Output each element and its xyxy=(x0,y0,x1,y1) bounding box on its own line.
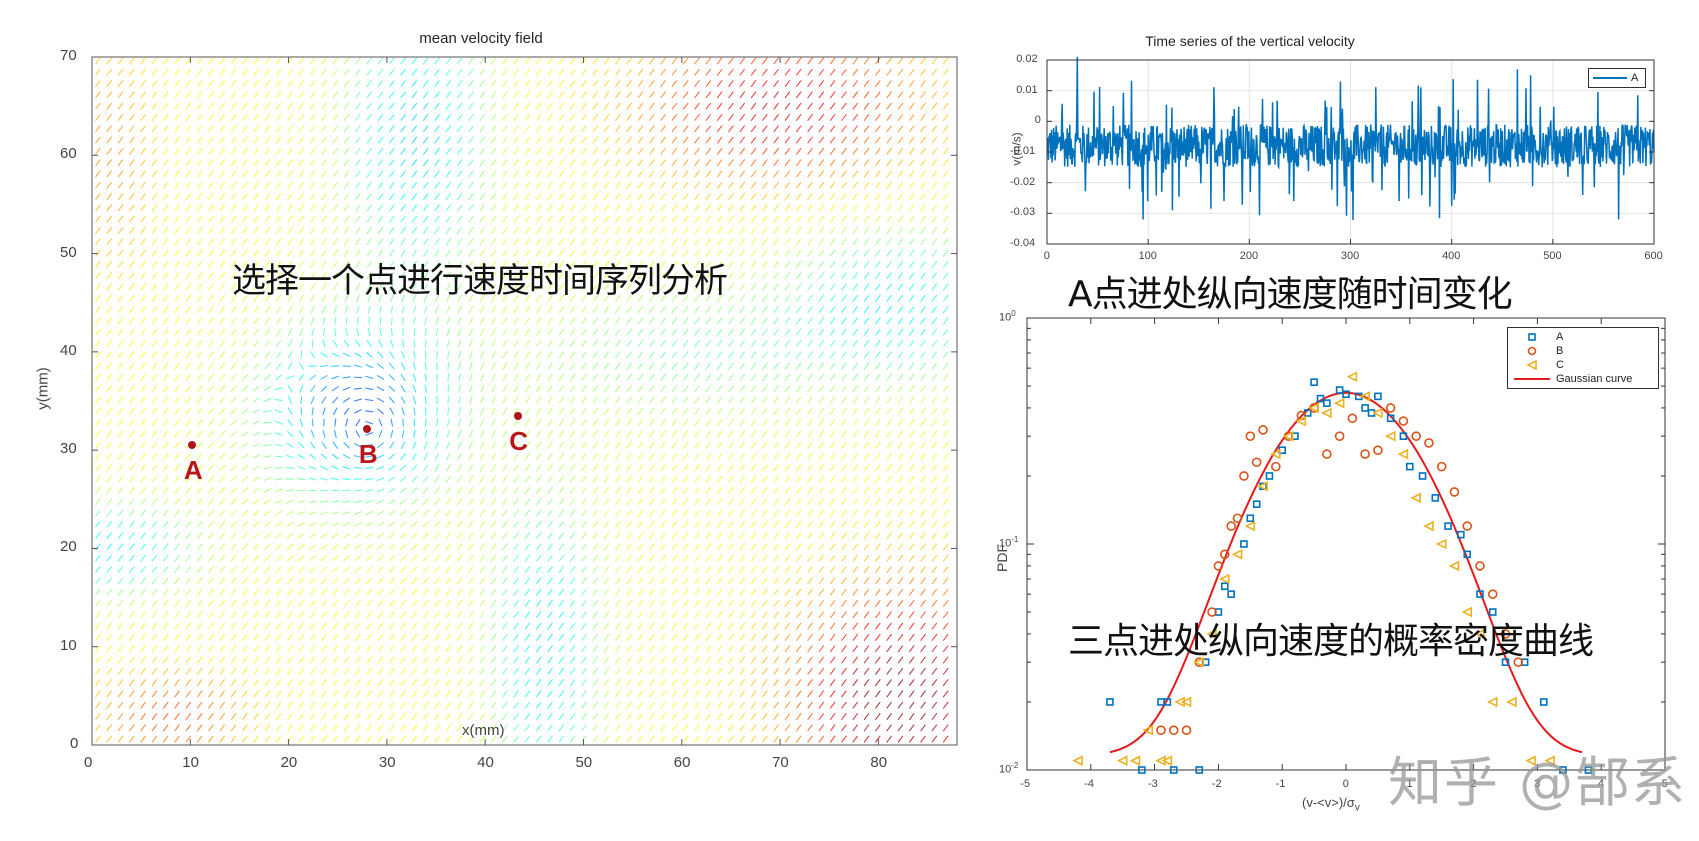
point-b-marker xyxy=(363,424,372,433)
pdf-x-axis-label: (v-<v>)/σv xyxy=(1302,795,1360,814)
pdf-x-tick: 5 xyxy=(1661,778,1668,790)
timeseries-y-tick: 0.02 xyxy=(1016,53,1038,65)
quiver-x-axis-label: x(mm) xyxy=(462,722,505,739)
legend-line-icon xyxy=(1593,77,1627,79)
legend-label-a: A xyxy=(1631,72,1639,84)
pdf-x-axis-label-sub: v xyxy=(1354,802,1360,814)
pdf-legend-item-gaussian-curve: Gaussian curve xyxy=(1508,372,1658,386)
pdf-legend-item-a: A xyxy=(1508,330,1658,344)
pdf-x-tick: -3 xyxy=(1148,778,1158,790)
pdf-x-tick: 2 xyxy=(1470,778,1477,790)
quiver-overlay-caption: 选择一个点进行速度时间序列分析 xyxy=(232,261,728,301)
quiver-y-tick: 10 xyxy=(60,636,77,654)
point-a-label: A xyxy=(183,455,203,486)
pdf-x-tick: 3 xyxy=(1534,778,1541,790)
quiver-x-tick: 80 xyxy=(870,754,888,771)
quiver-y-tick: 30 xyxy=(60,440,77,458)
quiver-y-tick: 40 xyxy=(60,341,77,359)
quiver-x-tick: 60 xyxy=(673,754,691,771)
pdf-legend-item-b: B xyxy=(1508,344,1658,358)
triangle-marker-icon xyxy=(1512,360,1552,370)
pdf-legend-label: C xyxy=(1556,359,1564,371)
quiver-y-tick: 50 xyxy=(60,243,77,261)
pdf-legend-item-c: C xyxy=(1508,358,1658,372)
timeseries-y-tick: 0.01 xyxy=(1016,83,1038,96)
timeseries-legend: A xyxy=(1588,68,1646,88)
pdf-legend-label: B xyxy=(1556,345,1564,357)
timeseries-x-tick: 500 xyxy=(1543,250,1562,262)
timeseries-plot-title: Time series of the vertical velocity xyxy=(1145,33,1355,49)
quiver-y-tick: 60 xyxy=(60,145,77,163)
pdf-x-tick: -5 xyxy=(1020,778,1031,790)
timeseries-x-tick: 300 xyxy=(1340,250,1360,262)
point-c-label: C xyxy=(509,425,528,456)
quiver-x-tick: 20 xyxy=(280,754,298,771)
quiver-x-tick: 10 xyxy=(182,754,199,771)
pdf-x-tick: 0 xyxy=(1342,778,1349,790)
pdf-x-tick: -4 xyxy=(1084,778,1094,790)
quiver-y-tick: 70 xyxy=(60,47,77,64)
timeseries-x-tick: 100 xyxy=(1138,250,1157,262)
quiver-x-tick: 40 xyxy=(477,754,494,771)
point-c-marker xyxy=(513,411,522,420)
quiver-x-tick: 70 xyxy=(772,754,789,771)
pdf-y-tick: 100 xyxy=(999,309,1016,324)
timeseries-x-tick: 600 xyxy=(1644,250,1663,262)
quiver-x-tick: 30 xyxy=(378,754,396,771)
timeseries-y-tick: -0.04 xyxy=(1010,237,1036,249)
timeseries-y-tick: -0.01 xyxy=(1010,145,1036,157)
pdf-overlay-caption: 三点进处纵向速度的概率密度曲线 xyxy=(1068,621,1594,662)
timeseries-y-tick: 0 xyxy=(1034,114,1041,127)
timeseries-x-tick: 400 xyxy=(1442,250,1461,262)
pdf-y-axis-label: PDF xyxy=(994,544,1010,572)
quiver-x-tick: 50 xyxy=(575,754,593,771)
pdf-x-tick: -2 xyxy=(1211,778,1222,790)
pdf-x-axis-label-main: (v-<v>)/σ xyxy=(1302,795,1355,810)
point-b-label: B xyxy=(358,438,378,469)
square-marker-icon xyxy=(1512,332,1552,342)
pdf-legend-label: Gaussian curve xyxy=(1556,373,1633,385)
line-marker-icon xyxy=(1512,378,1552,380)
timeseries-x-tick: 0 xyxy=(1043,250,1050,262)
quiver-y-tick: 0 xyxy=(70,735,79,752)
pdf-legend-label: A xyxy=(1556,331,1564,343)
pdf-x-tick: -1 xyxy=(1275,778,1286,790)
timeseries-x-tick: 200 xyxy=(1239,250,1259,262)
pdf-y-tick: 10-1 xyxy=(999,535,1019,550)
circle-marker-icon xyxy=(1512,346,1552,356)
timeseries-caption: A点进处纵向速度随时间变化 xyxy=(1068,274,1513,315)
quiver-x-tick: 0 xyxy=(84,754,93,771)
timeseries-y-tick: -0.02 xyxy=(1010,175,1036,188)
zhihu-watermark: 知乎 @郜系 xyxy=(1388,751,1688,814)
timeseries-y-tick: -0.03 xyxy=(1010,206,1036,219)
pdf-y-tick: 10-2 xyxy=(999,761,1019,776)
pdf-legend: A B C Gaussian curve xyxy=(1507,327,1659,389)
quiver-plot-title: mean velocity field xyxy=(419,30,543,47)
point-a-marker xyxy=(188,441,197,450)
pdf-x-tick: 4 xyxy=(1597,778,1605,790)
quiver-y-tick: 20 xyxy=(60,538,77,556)
pdf-x-tick: 1 xyxy=(1406,778,1413,790)
